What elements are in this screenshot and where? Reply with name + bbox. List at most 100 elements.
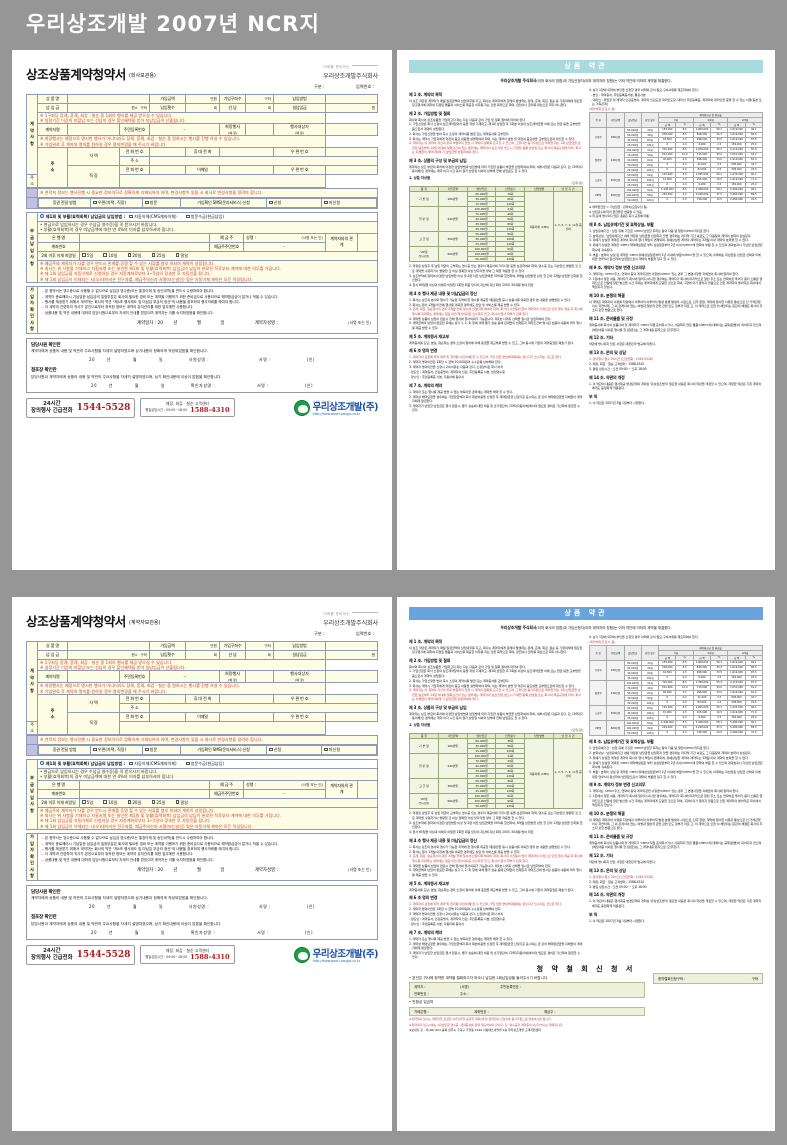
option-day-5[interactable]: 5일: [82, 253, 93, 258]
customer-center-box[interactable]: 매장, 회갑 · 칠순 고객센터 평일상담시간 : 09:00~18:00 15…: [140, 398, 235, 418]
input-bank[interactable]: [79, 779, 210, 790]
input-mobile[interactable]: [219, 146, 274, 157]
option-delivery-visit[interactable]: 방문: [142, 744, 181, 755]
checkbox-icon[interactable]: [269, 200, 273, 205]
input-work-phone[interactable]: [149, 711, 186, 722]
input-rrn[interactable]: –: [149, 670, 220, 684]
input-work-addr[interactable]: [119, 720, 326, 735]
option-day-25[interactable]: 25일: [151, 253, 165, 258]
checkbox-icon[interactable]: [324, 747, 328, 752]
input-event-target[interactable]: [325, 123, 378, 137]
input-contractor[interactable]: [67, 123, 120, 137]
emergency-contact-box[interactable]: 24시간 장의행사 긴급전화 1544-5528: [26, 397, 136, 418]
option-cms[interactable]: 자동이체(CMS계좌이체): [129, 214, 177, 219]
input-account-no[interactable]: [79, 241, 210, 252]
input-payment[interactable]: 원× 구좌: [67, 650, 150, 660]
input-prepay[interactable]: 회: [245, 103, 274, 113]
checkbox-icon[interactable]: [82, 253, 86, 257]
checkbox-icon[interactable]: [103, 253, 108, 257]
checkbox-icon[interactable]: [93, 747, 97, 752]
option-delivery-post[interactable]: 우편(자택, 직장): [90, 744, 143, 755]
input-depositor-rrn[interactable]: –: [242, 788, 326, 799]
input-wish-event[interactable]: [245, 123, 274, 137]
input-contractor[interactable]: [67, 670, 120, 684]
option-delivery-post[interactable]: 우편(자택, 직장): [90, 197, 143, 208]
input-email[interactable]: [219, 164, 274, 175]
radio-icon[interactable]: [40, 214, 45, 219]
checkbox-icon[interactable]: [82, 800, 86, 804]
option-day-last[interactable]: 말일: [175, 253, 188, 258]
input-wish-event[interactable]: [245, 670, 274, 684]
input-rrn[interactable]: –: [149, 123, 220, 137]
input-pay-method[interactable]: [325, 641, 378, 651]
input-account-no[interactable]: [79, 788, 210, 799]
checkbox-icon[interactable]: [127, 253, 132, 257]
input-work-phone[interactable]: [149, 164, 186, 175]
option-cms[interactable]: 자동이체(CMS계좌이체): [129, 761, 177, 766]
input-home-phone[interactable]: [149, 146, 186, 157]
option-sms-yes[interactable]: 신청: [266, 197, 322, 208]
option-day-20[interactable]: 20일: [127, 800, 141, 805]
input-home-phone[interactable]: [149, 693, 186, 704]
option-delivery-visit[interactable]: 방문: [142, 197, 181, 208]
input-payment[interactable]: 원× 구좌: [67, 103, 150, 113]
input-join-amount[interactable]: 만원: [185, 641, 220, 651]
input-product-name[interactable]: [67, 94, 150, 104]
option-day-10[interactable]: 10일: [103, 253, 117, 258]
customer-center-box-2[interactable]: 매장, 회갑 · 칠순 고객센터 평일상담시간 : 09:00~18:00 15…: [140, 945, 235, 965]
input-home-zip[interactable]: [325, 693, 378, 704]
withdrawal-count-box[interactable]: 청약철회신청구좌 : 구좌: [653, 972, 763, 984]
input-work-addr[interactable]: [119, 173, 326, 188]
option-cash[interactable]: 방문수금(현금납입): [185, 214, 224, 219]
checkbox-icon[interactable]: [151, 253, 156, 257]
input-join-amount[interactable]: 만원: [185, 94, 220, 104]
input-pay-method[interactable]: [325, 94, 378, 104]
checkbox-icon[interactable]: [324, 200, 328, 205]
option-sms-yes[interactable]: 신청: [266, 744, 322, 755]
checkbox-icon[interactable]: [145, 200, 149, 205]
option-day-25[interactable]: 25일: [151, 800, 165, 805]
company-logo[interactable]: 미래를 준비하는 우리상조개발(주) http://www.woori-sang…: [293, 399, 379, 417]
radio-icon[interactable]: [40, 761, 45, 766]
checkbox-icon[interactable]: [185, 761, 190, 766]
input-pay-times[interactable]: 회: [185, 650, 220, 660]
checkbox-icon[interactable]: [93, 200, 97, 205]
checkbox-icon[interactable]: [175, 800, 180, 804]
input-join-count[interactable]: 구좌: [245, 641, 274, 651]
input-actual-pay[interactable]: 원: [325, 650, 378, 660]
input-depositor[interactable]: 성명 : (서명 또는 인): [242, 779, 326, 790]
checkbox-icon[interactable]: [185, 214, 190, 219]
input-work-zip[interactable]: [325, 711, 378, 722]
input-pay-times[interactable]: 회: [185, 103, 220, 113]
input-relation[interactable]: [356, 779, 379, 799]
option-sms-no[interactable]: 미신청: [321, 744, 377, 755]
input-mobile[interactable]: [219, 693, 274, 704]
checkbox-icon[interactable]: [129, 761, 134, 766]
option-sms-no[interactable]: 미신청: [321, 197, 377, 208]
input-event-target[interactable]: [325, 670, 378, 684]
checkbox-icon[interactable]: [151, 800, 156, 804]
option-day-5[interactable]: 5일: [82, 800, 93, 805]
option-day-20[interactable]: 20일: [127, 253, 141, 258]
company-logo-2[interactable]: 미래를 준비하는 우리상조개발(주) http://www.woori-sang…: [293, 946, 379, 964]
input-home-addr[interactable]: [149, 155, 378, 166]
input-product-name[interactable]: [67, 641, 150, 651]
checkbox-icon[interactable]: [145, 747, 149, 752]
option-day-10[interactable]: 10일: [103, 800, 117, 805]
input-relation[interactable]: [356, 232, 379, 252]
option-day-last[interactable]: 말일: [175, 800, 188, 805]
checkbox-icon[interactable]: [127, 800, 132, 804]
input-actual-pay[interactable]: 원: [325, 103, 378, 113]
input-depositor[interactable]: 성명 : (서명 또는 인): [242, 232, 326, 243]
checkbox-icon[interactable]: [103, 800, 108, 804]
input-bank[interactable]: [79, 232, 210, 243]
input-home-addr[interactable]: [149, 702, 378, 713]
input-prepay[interactable]: 회: [245, 650, 274, 660]
input-home-zip[interactable]: [325, 146, 378, 157]
emergency-contact-box-2[interactable]: 24시간 장의행사 긴급전화 1544-5528: [26, 944, 136, 965]
input-depositor-rrn[interactable]: –: [242, 241, 326, 252]
input-email[interactable]: [219, 711, 274, 722]
option-cash[interactable]: 방문수금(현금납입): [185, 761, 224, 766]
input-work-zip[interactable]: [325, 164, 378, 175]
input-join-count[interactable]: 구좌: [245, 94, 274, 104]
